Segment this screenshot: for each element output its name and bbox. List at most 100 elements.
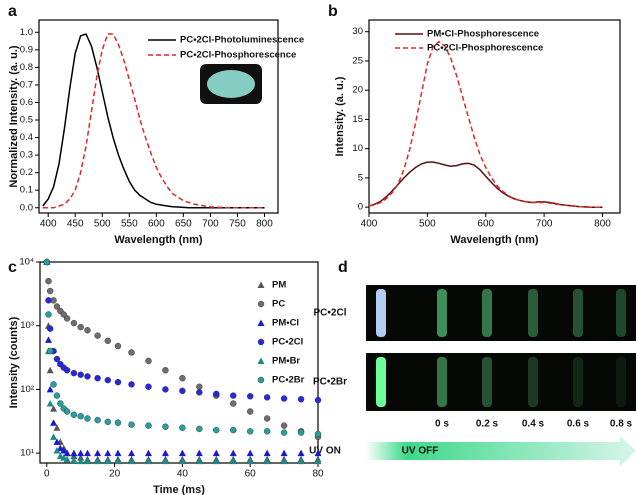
panel-label: b bbox=[328, 3, 338, 20]
line-series bbox=[368, 40, 603, 208]
point bbox=[114, 457, 122, 465]
x-axis-label: Wavelength (nm) bbox=[114, 234, 203, 246]
point bbox=[46, 325, 54, 332]
y-axis-label: Intensity. (a. u.) bbox=[334, 76, 346, 156]
point bbox=[50, 433, 58, 440]
plot-frame bbox=[38, 19, 279, 214]
point bbox=[314, 457, 322, 465]
point bbox=[43, 258, 50, 266]
panel-label: d bbox=[338, 259, 348, 276]
tube bbox=[573, 289, 583, 337]
legend-label: PC•2Cl bbox=[272, 337, 303, 348]
legend-label: PC•2Cl-Phosphorescence bbox=[427, 43, 543, 54]
point bbox=[46, 400, 54, 407]
point bbox=[196, 389, 203, 396]
tube bbox=[573, 357, 583, 407]
point bbox=[63, 367, 71, 374]
point bbox=[196, 425, 203, 433]
point bbox=[213, 426, 220, 434]
tube bbox=[376, 289, 386, 337]
point bbox=[263, 428, 271, 435]
point bbox=[128, 449, 136, 457]
point bbox=[144, 449, 152, 457]
panel-label: a bbox=[8, 3, 17, 20]
y-tick-label: 0.1 bbox=[20, 185, 33, 196]
legend-label: PM•Cl-Phosphorescence bbox=[427, 29, 539, 40]
y-tick-label: 5 bbox=[358, 172, 363, 183]
y-tick-label: 0.4 bbox=[20, 132, 33, 143]
point bbox=[83, 457, 91, 465]
point bbox=[314, 430, 322, 438]
point bbox=[246, 449, 254, 457]
point bbox=[57, 400, 64, 407]
point bbox=[53, 392, 61, 399]
point bbox=[229, 457, 237, 465]
x-tick-label: 800 bbox=[594, 219, 611, 230]
point bbox=[104, 337, 112, 344]
point bbox=[145, 383, 152, 390]
legend-label: PM bbox=[272, 280, 286, 291]
y-tick-label: 0.2 bbox=[20, 167, 33, 178]
legend-label: PC bbox=[272, 299, 285, 310]
x-tick-label: 40 bbox=[177, 469, 189, 480]
point bbox=[46, 366, 54, 374]
inset-sample bbox=[207, 70, 255, 98]
point bbox=[263, 394, 271, 401]
point bbox=[280, 457, 288, 465]
point bbox=[280, 395, 288, 402]
y-tick-label: 10¹ bbox=[20, 448, 34, 459]
point bbox=[77, 457, 85, 465]
point bbox=[263, 457, 271, 465]
y-tick-label: 10³ bbox=[20, 320, 34, 331]
time-label: 0.2 s bbox=[476, 419, 499, 430]
point bbox=[246, 428, 254, 435]
point bbox=[212, 449, 220, 457]
point bbox=[114, 342, 122, 350]
legend-label: PC•2Cl-Photoluminescence bbox=[180, 35, 304, 46]
point bbox=[196, 383, 203, 390]
y-axis-label: Normalized Intensity. (a. u.) bbox=[8, 45, 20, 188]
x-tick-label: 600 bbox=[477, 219, 494, 230]
uv-off: UV OFF bbox=[402, 446, 439, 457]
point bbox=[230, 400, 237, 407]
point bbox=[70, 369, 78, 377]
point bbox=[145, 357, 152, 365]
x-tick-label: 700 bbox=[536, 219, 553, 230]
point bbox=[246, 393, 254, 400]
y-tick-label: 0.9 bbox=[20, 44, 33, 55]
point bbox=[128, 381, 135, 388]
point bbox=[297, 449, 305, 457]
y-tick-label: 0.5 bbox=[20, 115, 33, 126]
point bbox=[314, 396, 322, 404]
x-tick-label: 20 bbox=[109, 469, 121, 480]
point bbox=[70, 411, 78, 418]
y-tick-label: 15 bbox=[352, 114, 363, 125]
point bbox=[195, 449, 203, 457]
point bbox=[297, 396, 305, 403]
point bbox=[246, 408, 254, 415]
x-tick-label: 650 bbox=[175, 219, 192, 230]
point bbox=[178, 457, 186, 465]
legend-swatch bbox=[257, 338, 265, 346]
point bbox=[128, 349, 135, 356]
x-tick-label: 60 bbox=[245, 469, 257, 480]
point bbox=[53, 424, 61, 431]
panel-label: c bbox=[8, 259, 17, 276]
point bbox=[114, 419, 122, 426]
point bbox=[104, 418, 112, 426]
x-tick-label: 0 bbox=[44, 469, 50, 480]
point bbox=[144, 457, 152, 465]
legend-label: PM•Cl bbox=[272, 318, 299, 329]
x-axis-label: Time (ms) bbox=[153, 484, 205, 495]
point bbox=[104, 457, 112, 465]
x-tick-label: 500 bbox=[419, 219, 436, 230]
point bbox=[46, 385, 54, 393]
point bbox=[178, 449, 186, 457]
point bbox=[63, 315, 71, 322]
point bbox=[53, 303, 61, 310]
point bbox=[230, 392, 237, 399]
legend-label: PC•2Cl-Phosphorescence bbox=[180, 50, 296, 61]
point bbox=[44, 336, 52, 343]
y-tick-label: 0.0 bbox=[20, 202, 33, 213]
